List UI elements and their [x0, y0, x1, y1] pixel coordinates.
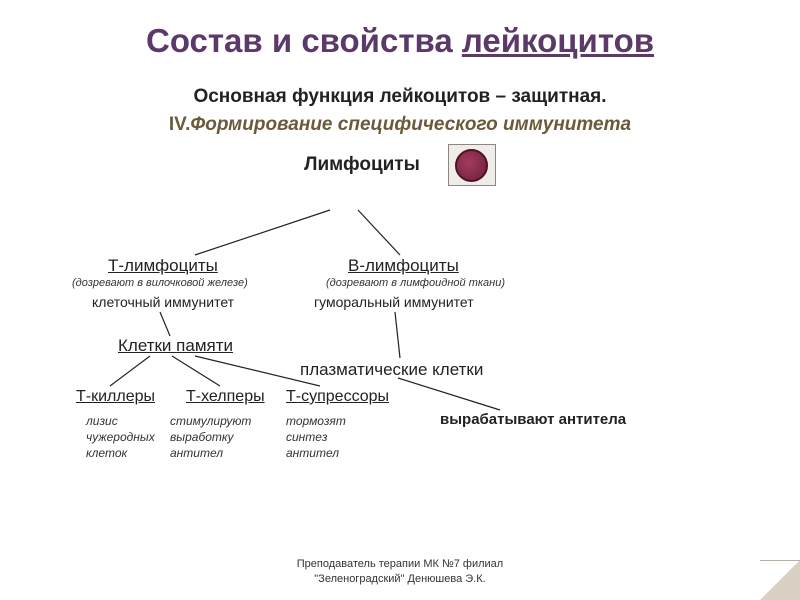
subtitle-main-function: Основная функция лейкоцитов – защитная. [0, 86, 800, 108]
t-helpers-desc2: выработку [170, 429, 251, 445]
t-lymphocytes-subnote: (дозревают в вилочковой железе) [72, 277, 248, 289]
t-suppressors-desc3: антител [286, 445, 346, 461]
t-helpers-desc3: антител [170, 445, 251, 461]
t-helpers-label: Т-хелперы [186, 388, 265, 406]
plasma-cells: плазматические клетки [300, 360, 483, 380]
t-suppressors-desc1: тормозят [286, 413, 346, 429]
footer-line1: Преподаватель терапии МК №7 филиал [297, 558, 503, 570]
t-lymphocytes-label: Т-лимфоциты [108, 256, 218, 276]
page-curl-icon [760, 560, 800, 600]
humoral-immunity: гуморальный иммунитет [314, 294, 474, 310]
subtitle-section: IV.Формирование специфического иммунитет… [0, 114, 800, 136]
t-suppressors-label: Т-супрессоры [286, 388, 389, 406]
t-helpers-desc: стимулируют выработку антител [170, 413, 251, 462]
t-killers-label: Т-киллеры [76, 388, 155, 406]
t-killers-desc3: клеток [86, 445, 155, 461]
footer-line2: "Зеленоградский" Денюшева Э.К. [314, 573, 485, 585]
b-lymphocytes-label: В-лимфоциты [348, 256, 459, 276]
antibodies-text: вырабатывают антитела [440, 411, 626, 428]
root-row: Лимфоциты [0, 144, 800, 186]
cellular-immunity: клеточный иммунитет [92, 294, 234, 310]
subtitle-section-text: Формирование специфического иммунитета [190, 114, 631, 135]
b-lymphocytes-subnote: (дозревают в лимфоидной ткани) [326, 277, 505, 289]
t-helpers-desc1: стимулируют [170, 413, 251, 429]
slide-title: Состав и свойства лейкоцитов [0, 0, 800, 60]
memory-cells: Клетки памяти [118, 336, 233, 356]
root-label: Лимфоциты [304, 154, 420, 176]
t-killers-desc: лизис чужеродных клеток [86, 413, 155, 462]
slide-footer: Преподаватель терапии МК №7 филиал "Зеле… [0, 557, 800, 586]
title-underlined: лейкоцитов [462, 22, 654, 59]
roman-numeral: IV. [169, 114, 191, 135]
cell-icon [455, 149, 488, 182]
t-suppressors-desc2: синтез [286, 429, 346, 445]
t-suppressors-desc: тормозят синтез антител [286, 413, 346, 462]
t-killers-desc2: чужеродных [86, 429, 155, 445]
t-killers-desc1: лизис [86, 413, 155, 429]
lymphocyte-image [448, 144, 496, 186]
title-prefix: Состав и свойства [146, 22, 462, 59]
